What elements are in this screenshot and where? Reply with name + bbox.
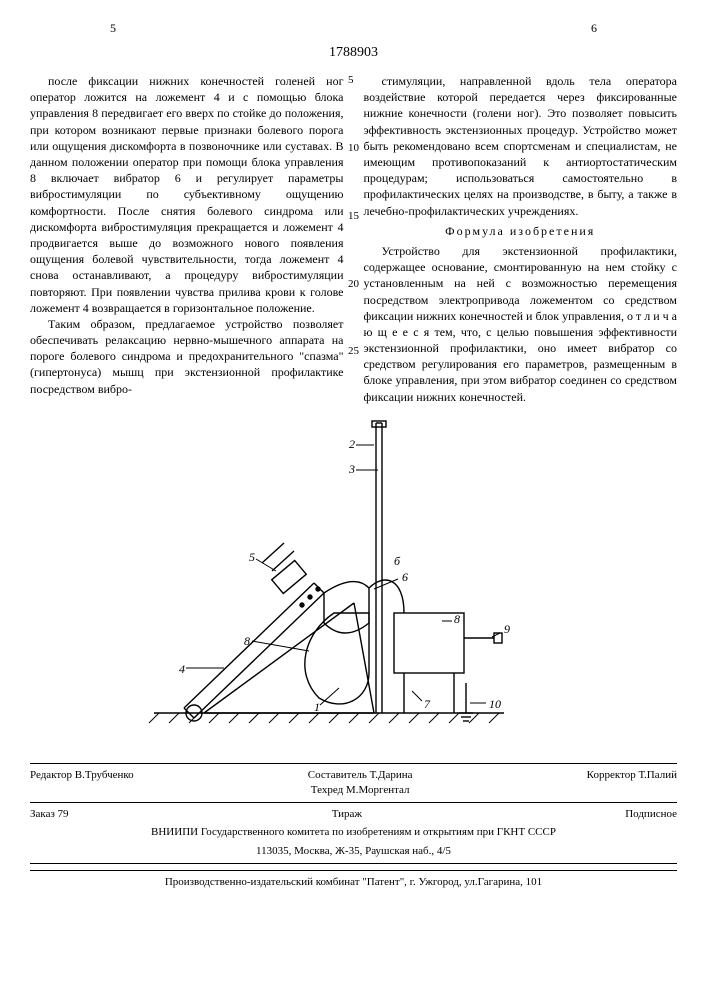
sostavitel: Составитель Т.Дарина: [308, 769, 413, 781]
device-diagram: 1 2 3 4 5 6 7 8 9 10 8 б: [144, 413, 564, 753]
doc-number: 1788903: [30, 44, 677, 63]
ruler-mark: 25: [348, 344, 359, 359]
right-para-2: Устройство для экстензионной профилактик…: [364, 243, 678, 405]
fig-label-9: 9: [504, 622, 510, 636]
text-columns: 5 10 15 20 25 после фиксации нижних коне…: [30, 73, 677, 405]
left-column: после фиксации нижних конечностей голене…: [30, 73, 344, 405]
fig-label-2: 2: [349, 437, 355, 451]
addr-line: 113035, Москва, Ж-35, Раушская наб., 4/5: [30, 844, 677, 859]
redaktor: Редактор В.Трубченко: [30, 768, 134, 798]
right-para-1: стимуляции, направленной вдоль тела опер…: [364, 73, 678, 219]
fig-label-8b: 8: [244, 634, 250, 648]
ruler-mark: 20: [348, 277, 359, 292]
left-page-number: 5: [110, 20, 116, 36]
tehred: Техред М.Моргентал: [311, 784, 410, 796]
fig-label-7: 7: [424, 697, 431, 711]
ruler-mark: 15: [348, 209, 359, 224]
korrektor: Корректор Т.Палий: [587, 768, 677, 798]
podpisnoe: Подписное: [625, 807, 677, 822]
ruler-mark: 5: [348, 73, 359, 88]
ruler-mark: 10: [348, 141, 359, 156]
page-number-row: 5 6: [30, 20, 677, 36]
fig-label-6: 6: [402, 570, 408, 584]
left-para-1: после фиксации нижних конечностей голене…: [30, 73, 344, 316]
fig-label-4: 4: [179, 662, 185, 676]
fig-label-8: 8: [454, 612, 460, 626]
fig-label-10: 10: [489, 697, 501, 711]
right-page-number: 6: [591, 20, 597, 36]
footer-line: Производственно-издательский комбинат "П…: [30, 870, 677, 890]
left-para-2: Таким образом, предлагаемое устройство п…: [30, 316, 344, 397]
tirazh: Тираж: [332, 807, 362, 822]
figure: 1 2 3 4 5 6 7 8 9 10 8 б: [30, 413, 677, 753]
formula-title: Формула изобретения: [364, 223, 678, 239]
line-number-ruler: 5 10 15 20 25: [348, 73, 359, 359]
right-column: стимуляции, направленной вдоль тела опер…: [364, 73, 678, 405]
meta-block: Редактор В.Трубченко Составитель Т.Дарин…: [30, 763, 677, 864]
fig-label-1: 1: [314, 700, 320, 714]
fig-label-3: 3: [348, 462, 355, 476]
org-line: ВНИИПИ Государственного комитета по изоб…: [30, 825, 677, 840]
fig-label-5: 5: [249, 550, 255, 564]
fig-label-b: б: [394, 554, 401, 568]
zakaz: Заказ 79: [30, 807, 69, 822]
